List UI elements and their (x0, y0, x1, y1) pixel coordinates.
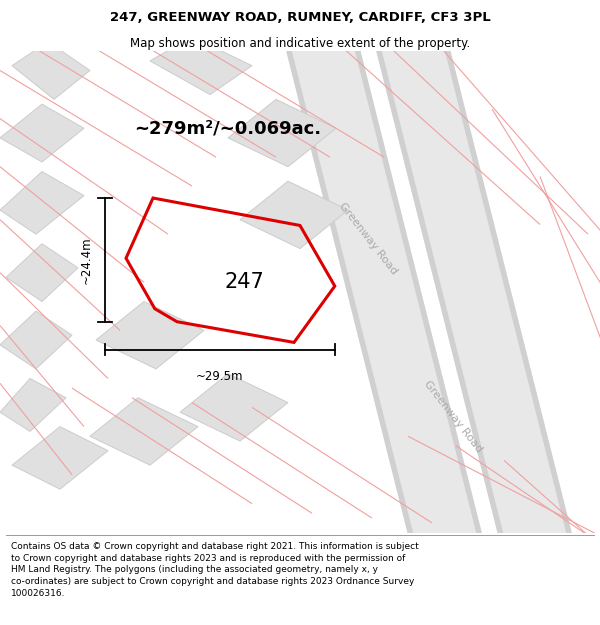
Text: ~24.4m: ~24.4m (79, 236, 92, 284)
Polygon shape (90, 398, 198, 465)
Polygon shape (12, 427, 108, 489)
Text: Map shows position and indicative extent of the property.: Map shows position and indicative extent… (130, 37, 470, 50)
Text: 247, GREENWAY ROAD, RUMNEY, CARDIFF, CF3 3PL: 247, GREENWAY ROAD, RUMNEY, CARDIFF, CF3… (110, 11, 490, 24)
Polygon shape (0, 171, 84, 234)
Polygon shape (0, 379, 66, 431)
Polygon shape (12, 42, 90, 99)
Polygon shape (0, 104, 84, 162)
Text: 247: 247 (224, 272, 264, 292)
Text: Contains OS data © Crown copyright and database right 2021. This information is : Contains OS data © Crown copyright and d… (11, 542, 419, 598)
Polygon shape (6, 244, 78, 301)
Polygon shape (228, 99, 336, 167)
Polygon shape (180, 374, 288, 441)
Polygon shape (0, 311, 72, 369)
Text: Greenway Road: Greenway Road (337, 201, 400, 277)
Polygon shape (96, 301, 204, 369)
Polygon shape (150, 37, 252, 94)
Text: Greenway Road: Greenway Road (422, 379, 484, 455)
Polygon shape (240, 181, 348, 249)
Text: ~29.5m: ~29.5m (196, 369, 244, 382)
Text: ~279m²/~0.069ac.: ~279m²/~0.069ac. (134, 119, 322, 138)
